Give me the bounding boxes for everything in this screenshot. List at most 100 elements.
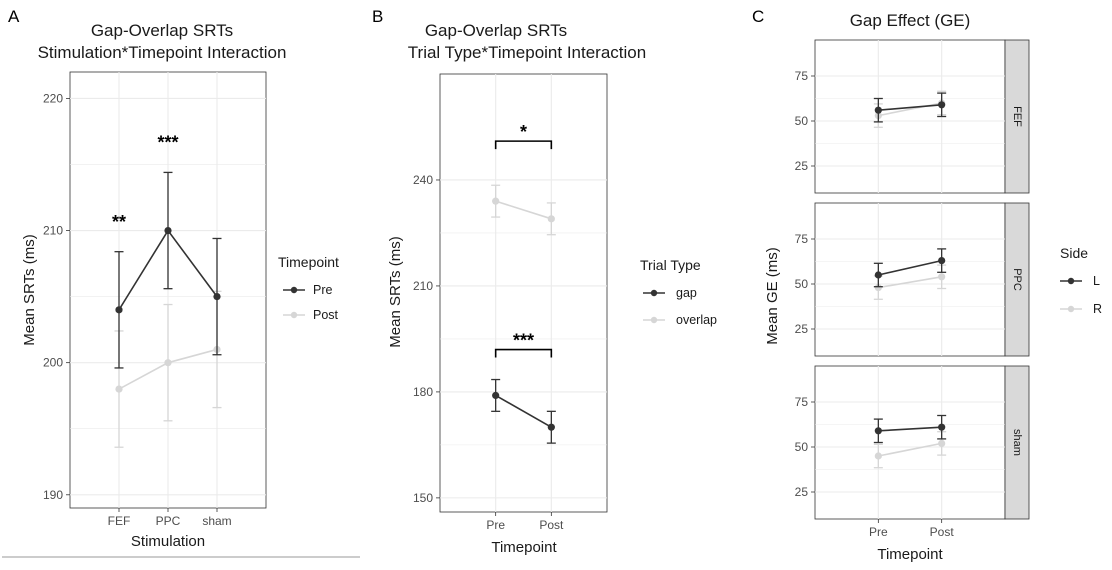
panel-letter-c: C (752, 7, 764, 26)
facet-strip-label-fef: FEF (1011, 106, 1023, 127)
facet-strip (1004, 365, 1030, 520)
data-point-pre (164, 226, 172, 235)
panel-c-title: Gap Effect (GE) (850, 11, 971, 30)
panel-b-marks: **** (491, 122, 556, 444)
data-point-post (164, 359, 172, 367)
panel-b-subtitle: Trial Type*Timepoint Interaction (408, 43, 646, 62)
panel-b-y-axis-title: Mean SRTs (ms) (387, 236, 404, 347)
series-line-l (878, 104, 942, 111)
y-tick-label: 240 (413, 173, 433, 187)
y-tick-label: 50 (795, 440, 809, 454)
x-tick-label-post: Post (539, 518, 564, 532)
panel-b-legend: Trial Type gap overlap (640, 257, 717, 327)
facet-strip (1004, 202, 1030, 357)
panel-a-y-axis-title: Mean SRTs (ms) (21, 234, 38, 345)
y-tick-label: 210 (43, 224, 63, 238)
y-tick-label: 210 (413, 279, 433, 293)
y-tick-label: 75 (795, 395, 809, 409)
facet-plot-area (814, 365, 1006, 520)
facet-sham: sham 25 50 75 (795, 365, 1030, 520)
series-line-l (878, 426, 942, 432)
panel-c-x-ticks: Pre Post (869, 519, 954, 539)
series-line-gap (495, 394, 552, 428)
data-point-r (938, 273, 946, 281)
x-tick-label-sham: sham (202, 514, 231, 528)
x-tick-label-post: Post (930, 525, 955, 539)
legend-key-point-post (290, 311, 298, 319)
y-tick-label: 25 (795, 485, 809, 499)
y-tick-label: 50 (795, 277, 809, 291)
y-tick-label: 25 (795, 159, 809, 173)
x-tick-label-ppc: PPC (156, 514, 181, 528)
series-line-r (878, 276, 942, 289)
panel-c-facets: FEF 25 50 75 PPC 25 50 75 sham 25 50 75 (795, 39, 1030, 520)
data-point-l (874, 271, 882, 279)
legend-key-point-overlap (650, 316, 658, 324)
y-tick-label: 75 (795, 232, 809, 246)
y-tick-label: 190 (43, 488, 63, 502)
data-point-l (938, 423, 946, 431)
legend-label-pre: Pre (313, 283, 333, 297)
y-tick-label: 150 (413, 491, 433, 505)
facet-strip-label-ppc: PPC (1011, 268, 1023, 291)
panel-b-x-axis-title: Timepoint (491, 539, 557, 556)
significance-label: *** (513, 331, 534, 351)
data-point-gap (492, 391, 500, 400)
panel-a: Gap-Overlap SRTs Stimulation*Timepoint I… (21, 21, 339, 550)
facet-plot-area (814, 39, 1006, 194)
data-point-overlap (492, 197, 500, 205)
panel-a-y-ticks: 190 200 210 220 (43, 91, 70, 502)
panel-b-x-ticks: Pre Post (486, 512, 564, 532)
panel-letter-b: B (372, 7, 383, 26)
x-tick-label-pre: Pre (486, 518, 505, 532)
significance-bracket (494, 348, 553, 358)
panel-a-title: Gap-Overlap SRTs (91, 21, 233, 40)
y-tick-label: 200 (43, 356, 63, 370)
panel-a-marks: ***** (112, 133, 222, 448)
y-tick-label: 50 (795, 114, 809, 128)
facet-plot-area (814, 202, 1006, 357)
panel-c-legend: Side L R (1060, 245, 1102, 316)
panel-a-x-axis-title: Stimulation (131, 533, 205, 550)
panel-a-legend-title: Timepoint (278, 254, 339, 270)
panel-b-legend-title: Trial Type (640, 257, 701, 273)
legend-key-point-l (1067, 277, 1075, 285)
panel-b-plot-area (439, 73, 608, 513)
data-point-gap (547, 423, 555, 431)
panel-a-legend: Timepoint Pre Post (278, 254, 339, 322)
data-point-post (115, 385, 123, 393)
panel-c-y-axis-title: Mean GE (ms) (764, 247, 781, 345)
legend-key-point-pre (290, 286, 298, 294)
data-point-r (938, 439, 946, 447)
data-point-pre (213, 293, 221, 301)
data-point-r (874, 284, 882, 292)
x-tick-label-pre: Pre (869, 525, 888, 539)
panel-b-y-ticks: 150 180 210 240 (413, 173, 440, 505)
panel-b-title: Gap-Overlap SRTs (425, 21, 567, 40)
panel-c-x-axis-title: Timepoint (877, 546, 943, 563)
series-line-l (878, 259, 942, 276)
legend-label-overlap: overlap (676, 313, 717, 327)
significance-label: ** (112, 212, 126, 232)
x-tick-label-fef: FEF (108, 514, 131, 528)
panel-c: Gap Effect (GE) FEF 25 50 75 PPC 25 50 75 sham 25… (764, 11, 1102, 563)
legend-key-point-gap (650, 289, 658, 297)
legend-label-gap: gap (676, 286, 697, 300)
panel-letter-a: A (8, 7, 20, 26)
data-point-l (938, 101, 946, 109)
significance-label: * (520, 122, 527, 142)
data-point-overlap (547, 215, 555, 223)
y-tick-label: 25 (795, 322, 809, 336)
facet-ppc: PPC 25 50 75 (795, 202, 1030, 357)
significance-bracket (494, 140, 553, 150)
legend-label-l: L (1093, 274, 1100, 288)
y-tick-label: 180 (413, 385, 433, 399)
panel-b: Gap-Overlap SRTs Trial Type*Timepoint In… (387, 21, 717, 556)
data-point-r (874, 452, 882, 460)
y-tick-label: 220 (43, 91, 63, 105)
data-point-l (938, 257, 946, 265)
legend-label-post: Post (313, 308, 339, 322)
facet-strip-label-sham: sham (1011, 429, 1023, 456)
data-point-pre (115, 306, 123, 314)
